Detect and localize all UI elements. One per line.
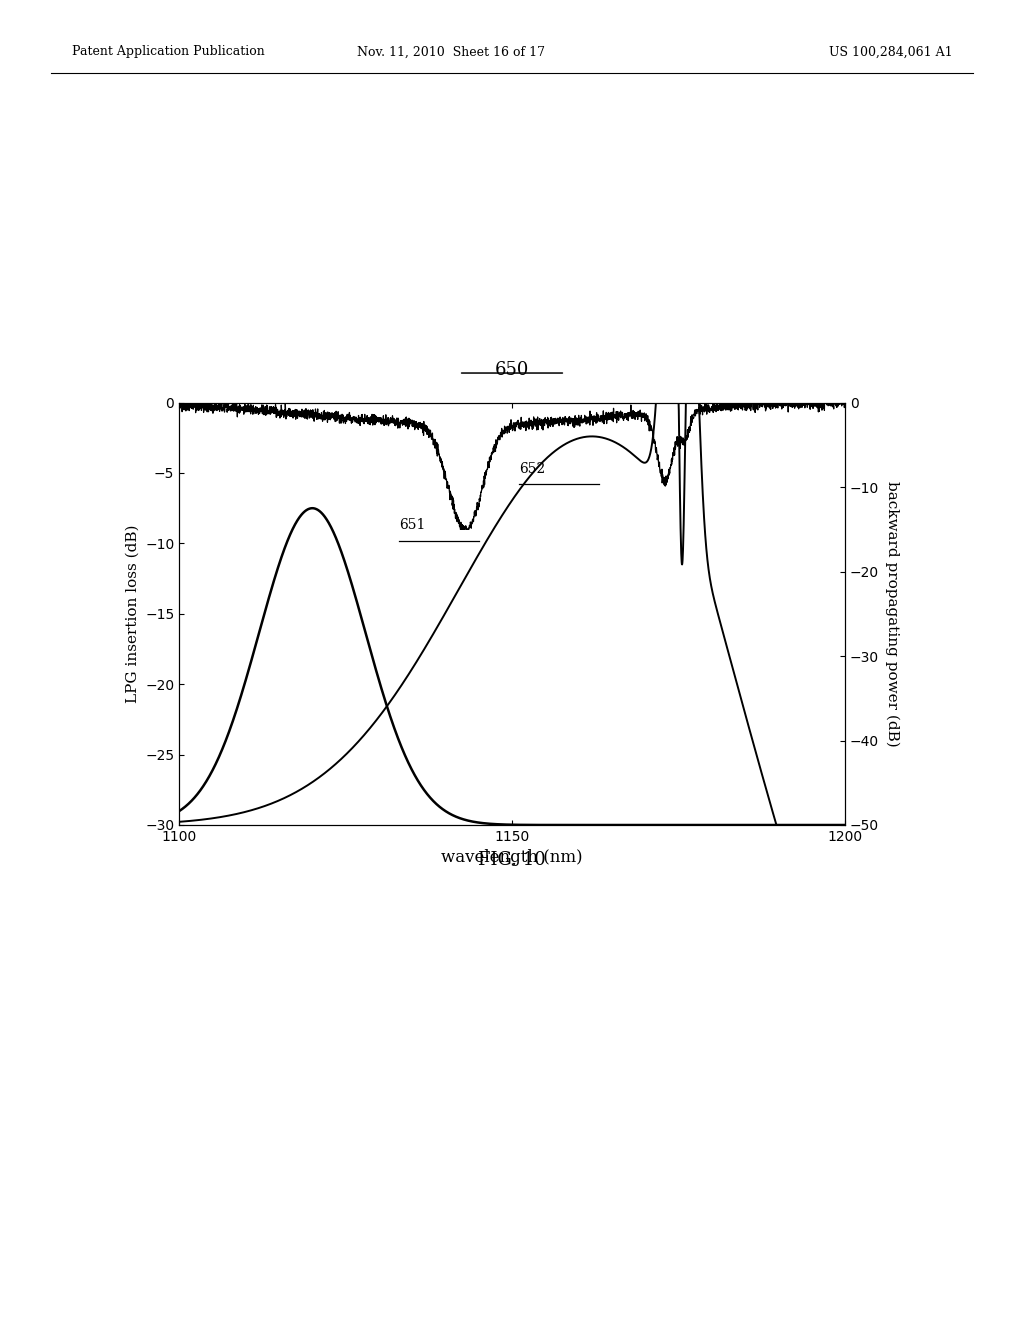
- Text: 650: 650: [495, 360, 529, 379]
- Text: Nov. 11, 2010  Sheet 16 of 17: Nov. 11, 2010 Sheet 16 of 17: [356, 45, 545, 58]
- Y-axis label: backward propagating power (dB): backward propagating power (dB): [886, 480, 900, 747]
- Text: 652: 652: [518, 462, 545, 475]
- Text: Patent Application Publication: Patent Application Publication: [72, 45, 264, 58]
- Text: US 100,284,061 A1: US 100,284,061 A1: [828, 45, 952, 58]
- X-axis label: wavelength (nm): wavelength (nm): [441, 849, 583, 866]
- Text: 651: 651: [398, 519, 425, 532]
- Text: FIG. 10: FIG. 10: [478, 850, 546, 869]
- Y-axis label: LPG insertion loss (dB): LPG insertion loss (dB): [126, 524, 139, 704]
